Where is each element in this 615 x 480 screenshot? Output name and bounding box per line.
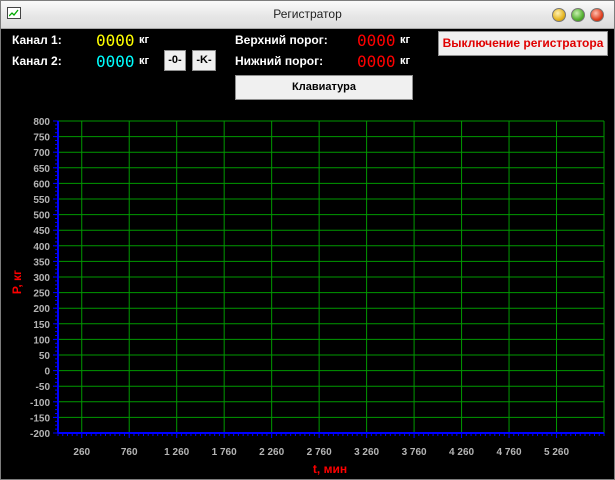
upper-threshold-unit: кг [400, 34, 411, 46]
lower-threshold-unit: кг [400, 55, 411, 67]
y-tick-label: 300 [33, 273, 50, 284]
minimize-button[interactable] [552, 8, 566, 22]
y-tick-label: 800 [33, 117, 50, 128]
y-tick-label: 450 [33, 226, 50, 237]
x-tick-label: 1 760 [212, 447, 237, 458]
y-tick-label: 400 [33, 242, 50, 253]
y-tick-label: 50 [39, 351, 51, 362]
window-title: Регистратор [273, 7, 342, 21]
y-tick-label: 650 [33, 164, 50, 175]
y-tick-label: -100 [30, 398, 50, 409]
y-tick-label: 150 [33, 320, 50, 331]
title-bar[interactable]: Регистратор [1, 1, 614, 29]
y-tick-label: 500 [33, 211, 50, 222]
channel-2-label: Канал 2: [12, 54, 62, 68]
x-tick-label: 1 260 [164, 447, 189, 458]
close-button[interactable] [590, 8, 604, 22]
shutdown-button[interactable]: Выключение регистратора [438, 31, 608, 56]
y-tick-label: 100 [33, 335, 50, 346]
x-axis-label: t, мин [313, 462, 347, 476]
channel-1-unit: кг [139, 34, 150, 46]
x-tick-label: 2 260 [259, 447, 284, 458]
chart-axes [53, 120, 605, 438]
chart-area: 8007507006506005505004504003503002502001… [10, 117, 605, 476]
y-tick-label: -200 [30, 429, 50, 440]
upper-threshold-label: Верхний порог: [235, 33, 328, 47]
x-tick-label: 5 260 [544, 447, 569, 458]
keyboard-button[interactable]: Клавиатура [235, 75, 413, 100]
y-tick-label: 0 [44, 367, 50, 378]
chart-grid [58, 120, 605, 434]
x-tick-label: 760 [121, 447, 138, 458]
channel-2-unit: кг [139, 55, 150, 67]
channel-2-value: 0000 [96, 52, 135, 71]
lower-threshold-value: 0000 [357, 52, 396, 71]
x-tick-label: 3 760 [402, 447, 427, 458]
x-tick-label: 4 260 [449, 447, 474, 458]
y-tick-label: -150 [30, 413, 50, 424]
x-tick-label: 4 760 [497, 447, 522, 458]
x-tick-label: 3 260 [354, 447, 379, 458]
y-tick-label: 600 [33, 179, 50, 190]
y-tick-label: -50 [36, 382, 51, 393]
k-button[interactable]: -K- [192, 50, 216, 71]
y-tick-label: 250 [33, 289, 50, 300]
channel-1-value: 0000 [96, 31, 135, 50]
chart-tick-labels: 8007507006506005505004504003503002502001… [30, 117, 569, 458]
y-axis-label: P, кг [10, 270, 24, 294]
x-tick-label: 2 760 [307, 447, 332, 458]
y-tick-label: 750 [33, 133, 50, 144]
app-icon [7, 7, 21, 19]
y-tick-label: 700 [33, 148, 50, 159]
upper-threshold-value: 0000 [357, 31, 396, 50]
channel-1-label: Канал 1: [12, 33, 62, 47]
y-tick-label: 350 [33, 257, 50, 268]
x-tick-label: 260 [73, 447, 90, 458]
y-tick-label: 200 [33, 304, 50, 315]
y-tick-label: 550 [33, 195, 50, 206]
maximize-button[interactable] [571, 8, 585, 22]
zero-button[interactable]: -0- [164, 50, 186, 71]
lower-threshold-label: Нижний порог: [235, 54, 324, 68]
